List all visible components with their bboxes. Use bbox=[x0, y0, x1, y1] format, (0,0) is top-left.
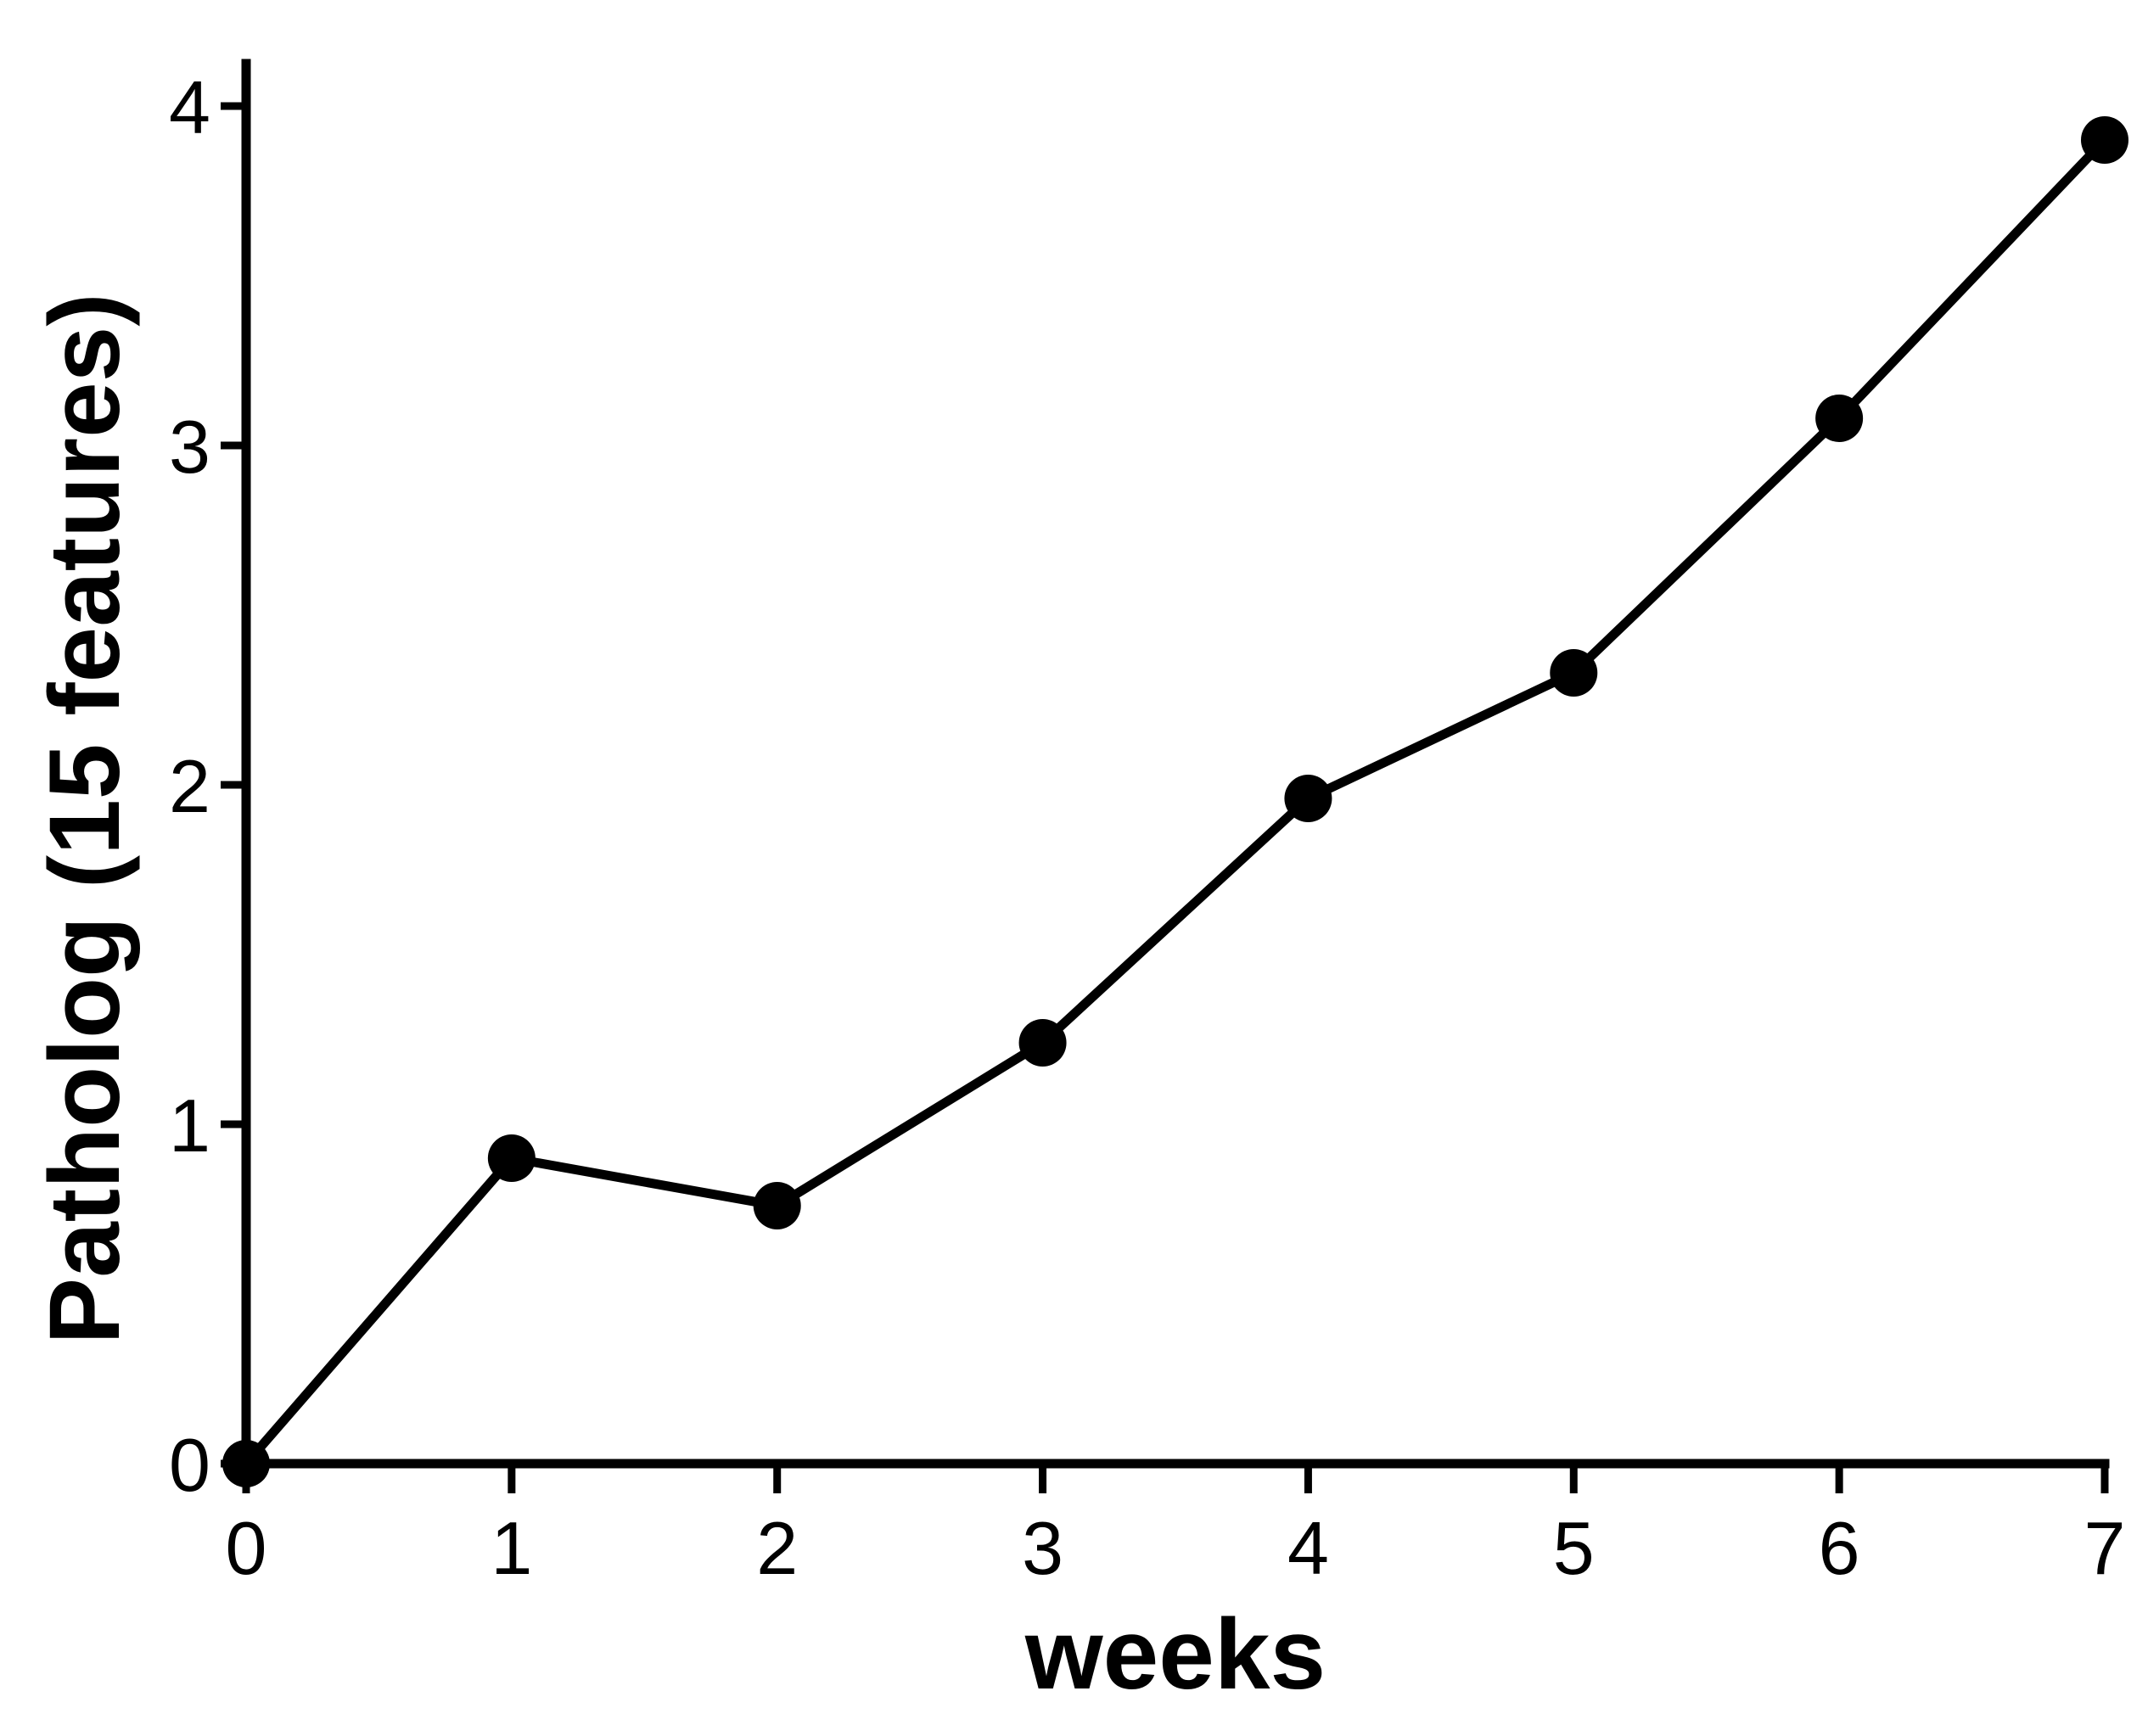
data-point bbox=[222, 1440, 270, 1487]
axes bbox=[241, 59, 2110, 1469]
y-axis-title: Patholog (15 features) bbox=[29, 293, 141, 1344]
x-tick-label: 3 bbox=[1022, 1506, 1063, 1590]
data-point bbox=[1284, 775, 1332, 822]
axis-ticks bbox=[221, 102, 2109, 1493]
data-series bbox=[222, 116, 2128, 1487]
y-tick-label: 3 bbox=[169, 405, 210, 489]
data-point bbox=[1815, 395, 1864, 442]
series-line bbox=[242, 137, 2108, 1467]
data-point bbox=[2081, 116, 2128, 164]
x-tick-label: 7 bbox=[2084, 1506, 2126, 1590]
data-point bbox=[1550, 649, 1598, 697]
y-tick-label: 2 bbox=[169, 744, 210, 828]
data-point bbox=[487, 1134, 536, 1182]
data-point bbox=[1018, 1019, 1067, 1067]
x-axis-title: weeks bbox=[1024, 1599, 1326, 1711]
data-point bbox=[753, 1182, 801, 1229]
x-tick-label: 1 bbox=[491, 1506, 532, 1590]
x-tick-label: 6 bbox=[1819, 1506, 1860, 1590]
x-tick-label: 0 bbox=[226, 1506, 267, 1590]
x-tick-label: 4 bbox=[1287, 1506, 1329, 1590]
y-tick-label: 1 bbox=[169, 1084, 210, 1168]
tick-labels: 0 1 2 3 4 0 1 2 3 4 5 6 7 bbox=[169, 65, 2125, 1590]
y-tick-label: 4 bbox=[169, 65, 210, 149]
x-tick-label: 5 bbox=[1553, 1506, 1595, 1590]
y-tick-label: 0 bbox=[169, 1423, 210, 1507]
x-tick-label: 2 bbox=[756, 1506, 798, 1590]
